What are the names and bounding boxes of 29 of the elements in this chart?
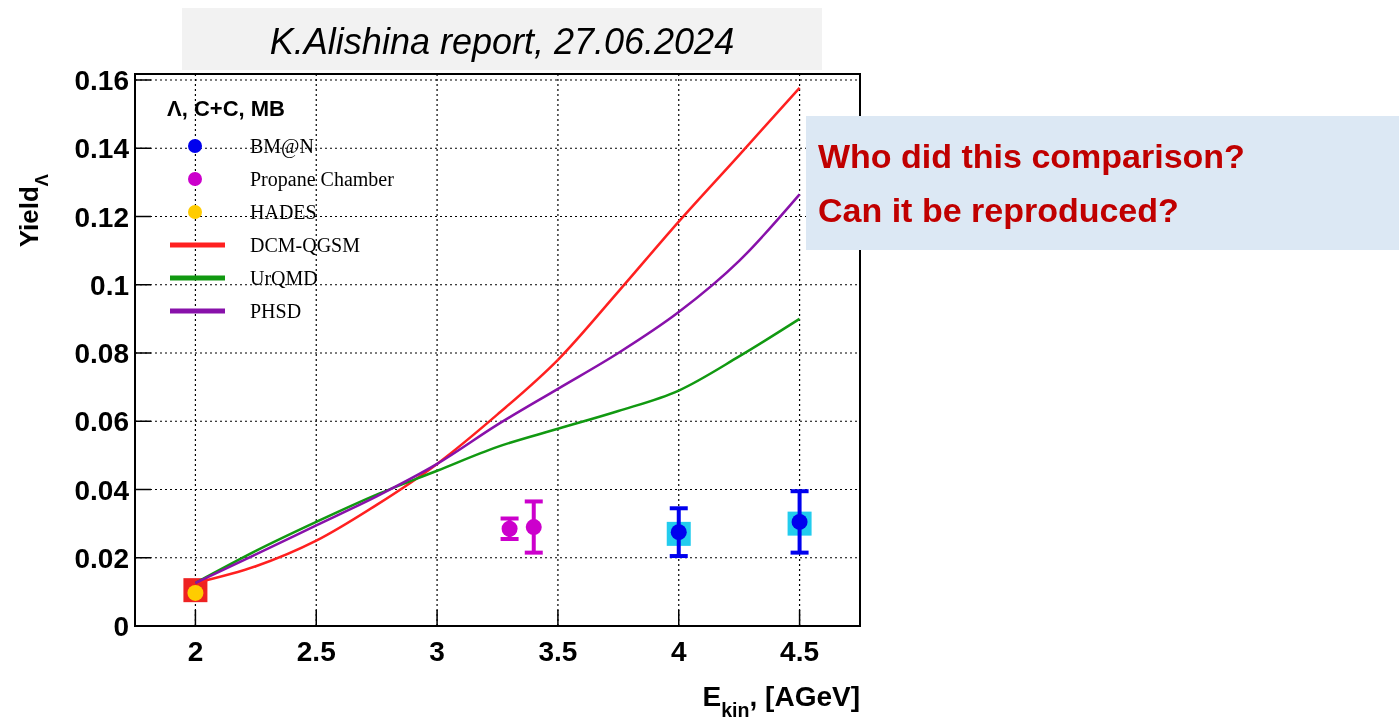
y-tick-label: 0 (113, 611, 129, 642)
note-box: Who did this comparison? Can it be reproduced? (806, 116, 1399, 250)
x-axis-title: E$_{kin}$, [AGeV] (702, 681, 860, 718)
x-tick-label: 4.5 (780, 636, 820, 667)
point (501, 520, 518, 537)
point (525, 519, 542, 536)
annotation: Who did this comparison? (818, 137, 1245, 175)
legend-title: Λ, C+C, MB (167, 96, 285, 121)
x-tick-label: 4 (670, 636, 687, 667)
y-tick-label: 0.08 (74, 338, 129, 369)
y-tick-label: 0.06 (74, 406, 129, 438)
x-tick-label: 2.5 (296, 636, 336, 667)
legend-label: BM@N (250, 135, 314, 158)
y-tick-label: 0.16 (74, 65, 129, 96)
legend-label: Propane Chamber (250, 168, 395, 191)
y-tick-label: 0.02 (74, 542, 129, 574)
y-tick-label: 0.12 (74, 201, 129, 233)
y-tick-label: 0.1 (90, 269, 129, 301)
x-tick-label: 3 (429, 636, 445, 667)
x-tick-label: 3.5 (538, 636, 578, 667)
legend-label: HADES (250, 201, 317, 223)
legend-label: PHSD (250, 300, 302, 322)
x-tick-label: 2 (187, 636, 204, 667)
y-tick-label: 0.14 (74, 133, 130, 165)
annotation: Can it be reproduced? (818, 191, 1179, 229)
y-tick-label: 0.04 (74, 474, 130, 506)
legend-label: UrQMD (250, 267, 318, 289)
header-box: K.Alishina report, 27.06.2024 (182, 8, 822, 70)
legend-label: DCM-QGSM (250, 234, 361, 256)
